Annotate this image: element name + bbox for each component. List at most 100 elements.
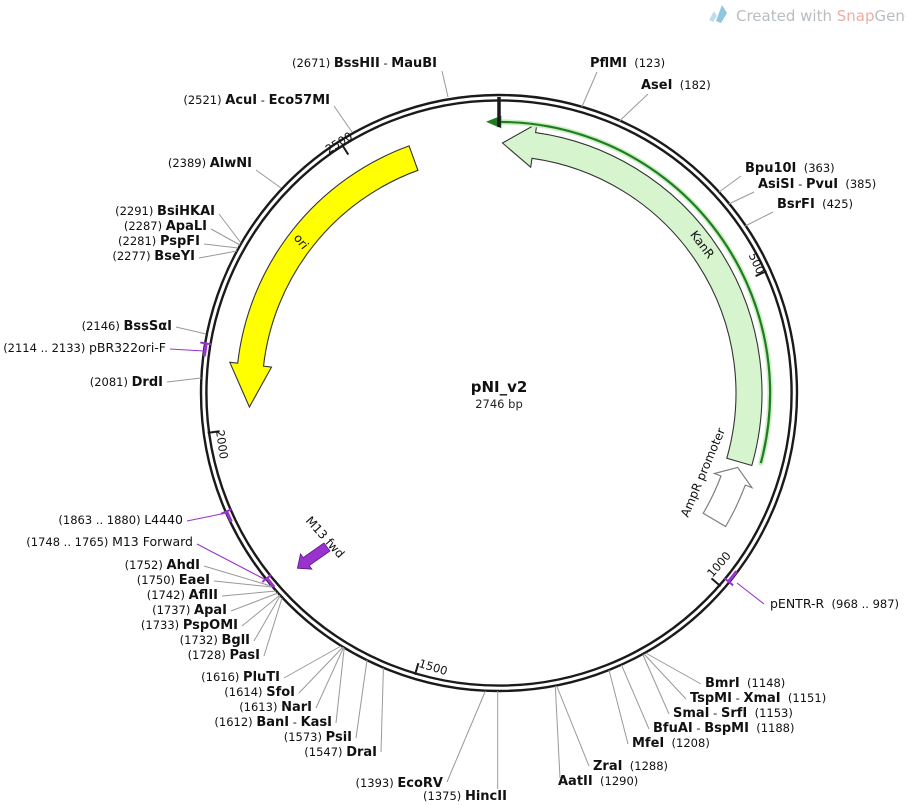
leader-bmri	[645, 652, 702, 685]
leader-eaei	[213, 580, 273, 588]
feature-m13-fwd-arrow[interactable]	[296, 542, 331, 570]
site-label-pspomi[interactable]: (1733) PspOMI	[141, 618, 238, 633]
primer-label-m13-forward[interactable]: (1748 .. 1765) M13 Forward	[26, 534, 193, 549]
leader-bsshii	[441, 70, 449, 98]
site-label-bsshii[interactable]: (2671) BssHII - MauBI	[292, 56, 437, 71]
site-label-pasi[interactable]: (1728) PasI	[188, 648, 260, 663]
leader-pasi	[263, 597, 283, 657]
leader-l4440	[186, 512, 227, 522]
site-label-aatii[interactable]: AatII (1290)	[558, 774, 638, 789]
site-label-ecorv[interactable]: (1393) EcoRV	[356, 776, 444, 791]
primer-arc-tick-l4440	[220, 508, 232, 515]
leader-psii	[355, 659, 368, 739]
site-label-aflii[interactable]: (1742) AflII	[147, 588, 218, 603]
site-label-bfuai[interactable]: BfuAI - BspMI (1188)	[653, 721, 794, 736]
leader-bsrfi	[744, 211, 774, 227]
site-label-bsrfi[interactable]: BsrFI (425)	[777, 197, 853, 212]
site-label-bpu10i[interactable]: Bpu10I (363)	[745, 161, 835, 176]
leader-bsihkai	[218, 213, 242, 244]
purple-leader-lines	[169, 348, 765, 605]
site-label-pflmi[interactable]: PflMI (123)	[590, 56, 665, 71]
leader-ecorv	[446, 690, 486, 783]
leader-pluti	[283, 645, 342, 679]
leader-pspfi	[203, 243, 239, 249]
site-label-drdi[interactable]: (2081) DrdI	[90, 375, 163, 390]
site-label-ahdi[interactable]: (1752) AhdI	[125, 558, 200, 573]
leader-pspomi	[241, 594, 281, 627]
snapgene-logo-icon	[716, 5, 727, 23]
leader-bpu10i	[718, 175, 742, 193]
site-label-asisi[interactable]: AsiSI - PvuI (385)	[758, 177, 876, 192]
site-label-smai[interactable]: SmaI - SrfI (1153)	[673, 706, 793, 721]
watermark-text: Created with SnapGene®	[736, 7, 906, 25]
primer-arc-pbr322ori-f[interactable]	[202, 343, 208, 357]
site-label-bmri[interactable]: BmrI (1148)	[705, 676, 785, 691]
leader-pentr-r	[736, 582, 765, 605]
leader-bsssai	[175, 326, 207, 335]
snapgene-logo-icon-small	[709, 11, 717, 22]
scale-tick-2500	[341, 143, 350, 156]
leader-m13-forward	[196, 543, 267, 581]
leader-asei	[619, 93, 649, 122]
site-label-apali[interactable]: (2287) ApaLI	[124, 219, 207, 234]
snapgene-watermark: Created with SnapGene®	[709, 5, 906, 25]
site-label-bani[interactable]: (1612) BanI - KasI	[214, 715, 332, 730]
primer-arc-end-ticks	[200, 341, 734, 587]
leader-pflmi	[581, 71, 598, 108]
kanr-cds-line	[493, 120, 772, 464]
leader-pbr322ori-f	[169, 348, 205, 352]
leader-alwni	[255, 169, 282, 189]
leader-bgli	[253, 595, 281, 642]
leader-aflii	[221, 590, 277, 597]
site-label-asei[interactable]: AseI (182)	[641, 78, 711, 93]
site-label-sfoi[interactable]: (1614) SfoI	[224, 685, 295, 700]
leader-lines	[166, 70, 774, 789]
primer-label-pbr322ori-f[interactable]: (2114 .. 2133) pBR322ori-F	[3, 340, 166, 355]
leader-drdi	[166, 377, 202, 383]
feature-ampr-promoter-arrow[interactable]	[702, 466, 754, 528]
leader-drai	[380, 667, 384, 753]
leader-bfuai	[621, 664, 650, 730]
site-label-mfei[interactable]: MfeI (1208)	[632, 736, 710, 751]
scale-tick-2000	[207, 430, 220, 434]
site-label-pluti[interactable]: (1616) PluTI	[201, 670, 280, 685]
site-label-acui[interactable]: (2521) AcuI - Eco57MI	[183, 93, 330, 108]
site-label-bsssai[interactable]: (2146) BssSαI	[82, 319, 172, 334]
feature-ori-arrow[interactable]	[228, 145, 419, 409]
site-label-eaei[interactable]: (1750) EaeI	[137, 573, 210, 588]
feature-kanr-arrow[interactable]	[501, 122, 763, 467]
site-label-bseyi[interactable]: (2277) BseYI	[112, 249, 195, 264]
site-label-bgli[interactable]: (1732) BglI	[180, 633, 250, 648]
leader-smai	[642, 654, 670, 715]
site-label-nari[interactable]: (1613) NarI	[239, 700, 312, 715]
leader-bseyi	[198, 250, 238, 259]
site-label-hincii[interactable]: (1375) HincII	[423, 789, 507, 804]
plasmid-backbone-outer	[199, 93, 799, 693]
leader-acui	[333, 105, 353, 133]
site-label-apai[interactable]: (1737) ApaI	[152, 603, 227, 618]
scale-tick-1500	[414, 662, 420, 675]
site-label-tspmi[interactable]: TspMI - XmaI (1151)	[690, 691, 826, 706]
leader-apali	[210, 228, 241, 246]
tick-label-2000: 2000	[213, 429, 231, 460]
leader-aatii	[554, 685, 561, 779]
site-label-zrai[interactable]: ZraI (1288)	[593, 759, 668, 774]
primer-label-pentr-r[interactable]: pENTR-R (968 .. 987)	[770, 596, 899, 611]
scale-tick-500	[755, 270, 767, 278]
site-label-drai[interactable]: (1547) DraI	[304, 745, 377, 760]
scale-tick-1000	[710, 577, 722, 588]
leader-tspmi	[643, 653, 687, 700]
leader-sfoi	[298, 646, 344, 694]
site-label-psii[interactable]: (1573) PsiI	[284, 730, 352, 745]
primer-label-l4440[interactable]: (1863 .. 1880) L4440	[58, 512, 183, 527]
scale-ticks	[207, 143, 767, 675]
leader-nari	[315, 647, 345, 709]
tick-label-1000: 1000	[704, 549, 734, 580]
primer-arc-tick-m13-forward	[261, 574, 272, 583]
site-label-alwni[interactable]: (2389) AlwNI	[168, 156, 252, 171]
leader-mfei	[608, 669, 629, 745]
leader-zrai	[556, 685, 590, 767]
site-label-pspfi[interactable]: (2281) PspFI	[118, 234, 200, 249]
site-label-bsihkai[interactable]: (2291) BsiHKAI	[115, 204, 215, 219]
